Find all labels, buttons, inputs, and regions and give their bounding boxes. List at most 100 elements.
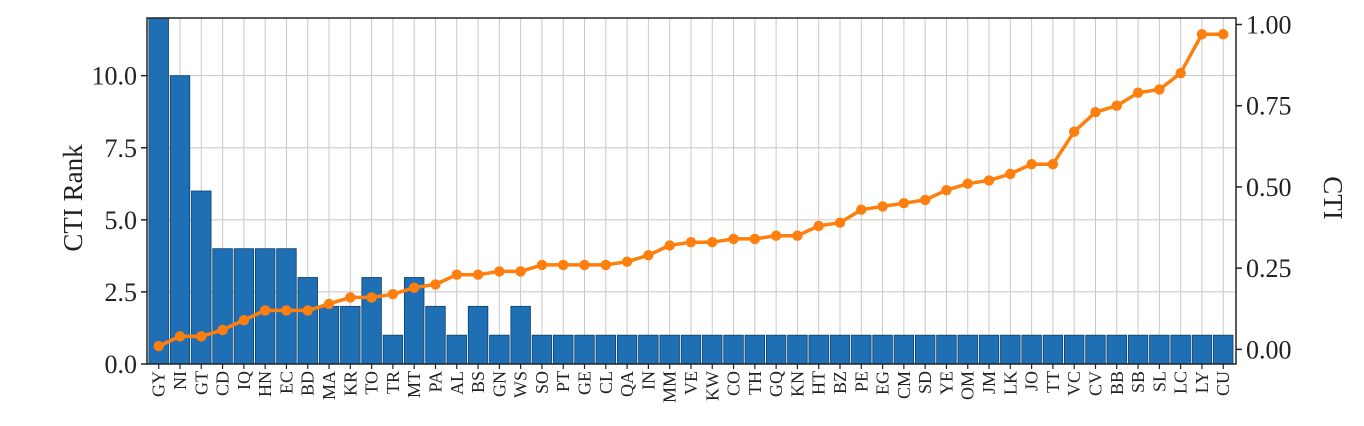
cti-point-CU xyxy=(1218,29,1229,40)
cti-point-SD xyxy=(919,194,931,206)
bar-IQ xyxy=(233,248,255,365)
bar-HT xyxy=(808,334,829,365)
x-tick-label: HN xyxy=(255,371,275,397)
bar-LK xyxy=(1000,334,1021,365)
cti-point-MA xyxy=(323,298,335,310)
cti-point-PA xyxy=(430,279,441,290)
cti-point-AL xyxy=(451,269,462,280)
bar-GY xyxy=(148,17,169,365)
x-tick-label: IQ xyxy=(234,371,254,390)
cti-point-BS xyxy=(472,269,484,280)
x-tick-label: KW xyxy=(702,371,722,401)
cti-point-HT xyxy=(813,220,824,232)
x-tick-label: GN xyxy=(489,371,509,397)
cti-point-EC xyxy=(281,305,292,316)
bar-SB xyxy=(1127,334,1149,365)
y2-tick-label: 0.25 xyxy=(1246,254,1292,283)
cti-point-GT xyxy=(196,331,207,342)
cti-point-EG xyxy=(877,201,888,212)
bar-PT xyxy=(553,334,574,365)
bar-KN xyxy=(787,334,808,365)
x-tick-label: BD xyxy=(298,371,318,396)
left-axis-ticks: 0.0 2.5 5.0 7.5 10.0 xyxy=(92,62,147,379)
x-tick-label: NI xyxy=(170,371,190,390)
x-tick-label: EG xyxy=(873,371,893,395)
cti-point-VE xyxy=(685,236,697,248)
x-tick-label: SD xyxy=(915,371,935,394)
x-tick-label: GQ xyxy=(766,371,786,397)
cti-point-GQ xyxy=(770,230,782,241)
y-tick-label: 0.0 xyxy=(105,350,138,379)
cti-point-GE xyxy=(579,259,590,271)
cti-point-CL xyxy=(600,259,612,271)
x-tick-label: TO xyxy=(362,371,382,395)
cti-point-JM xyxy=(983,175,995,186)
x-tick-label: LC xyxy=(1171,371,1191,394)
cti-point-KN xyxy=(792,230,803,241)
y2-tick-label: 0.75 xyxy=(1246,92,1292,121)
x-tick-label: WS xyxy=(511,371,531,398)
cti-point-MM xyxy=(664,240,675,251)
cti-point-KW xyxy=(707,236,718,248)
x-tick-label: CU xyxy=(1213,371,1233,396)
bar-TO xyxy=(361,277,382,365)
bar-AL xyxy=(446,334,467,365)
cti-point-IQ xyxy=(238,314,250,326)
bar-layer xyxy=(148,17,1234,365)
y-tick-label: 7.5 xyxy=(105,134,138,163)
x-tick-label: KR xyxy=(340,371,360,396)
cti-point-YE xyxy=(941,184,952,196)
bar-CD xyxy=(212,248,233,365)
x-tick-label: GY xyxy=(149,371,169,397)
x-tick-label: OM xyxy=(958,371,978,400)
x-tick-label: MT xyxy=(404,371,424,398)
bar-KW xyxy=(702,334,723,365)
y2-tick-label: 0.50 xyxy=(1246,173,1292,202)
x-tick-label: CV xyxy=(1085,371,1105,396)
x-tick-label: TR xyxy=(383,371,403,394)
x-tick-label: PA xyxy=(425,371,445,392)
cti-point-LK xyxy=(1005,168,1016,180)
x-tick-label: MM xyxy=(660,371,680,403)
bar-SO xyxy=(531,334,553,365)
bar-MA xyxy=(318,305,340,365)
cti-point-BB xyxy=(1111,100,1122,111)
cti-point-CD xyxy=(217,324,228,336)
bar-VC xyxy=(1064,334,1085,365)
x-tick-label: EC xyxy=(276,371,296,394)
cti-point-PE xyxy=(856,204,867,215)
x-tick-label: SO xyxy=(532,371,552,394)
x-tick-label: BS xyxy=(468,371,488,393)
x-tick-label: PT xyxy=(553,371,573,392)
x-tick-label: AL xyxy=(447,371,467,395)
x-tick-label: LK xyxy=(1000,371,1020,395)
bar-CL xyxy=(595,334,616,365)
y-tick-label: 10.0 xyxy=(92,62,138,91)
cti-point-BD xyxy=(302,305,313,316)
y2-tick-label: 0.00 xyxy=(1246,335,1292,364)
cti-point-NI xyxy=(174,331,186,342)
cti-point-BZ xyxy=(834,217,846,228)
y2-tick-label: 1.00 xyxy=(1246,10,1292,39)
cti-point-KR xyxy=(345,292,356,303)
x-tick-label: TT xyxy=(1043,371,1063,393)
y-tick-label: 2.5 xyxy=(105,278,138,307)
cti-point-GY xyxy=(153,340,164,352)
y-axis-title: CTI Rank xyxy=(58,144,88,252)
x-tick-label: JM xyxy=(979,371,999,394)
x-tick-label: HT xyxy=(809,371,829,395)
cti-point-JO xyxy=(1026,158,1037,170)
bar-CO xyxy=(723,334,744,365)
bar-KR xyxy=(340,305,361,365)
bar-QA xyxy=(616,334,638,365)
x-tick-label: GE xyxy=(575,371,595,395)
x-tick-label: BZ xyxy=(830,371,850,394)
x-tick-label: MA xyxy=(319,371,339,400)
x-tick-label: CD xyxy=(213,371,233,396)
x-tick-label: GT xyxy=(191,371,211,395)
bar-TR xyxy=(382,334,404,365)
bar-CV xyxy=(1085,334,1106,365)
x-tick-label: TH xyxy=(745,371,765,395)
x-tick-label: CL xyxy=(596,371,616,394)
x-tick-label: JO xyxy=(1022,371,1042,391)
